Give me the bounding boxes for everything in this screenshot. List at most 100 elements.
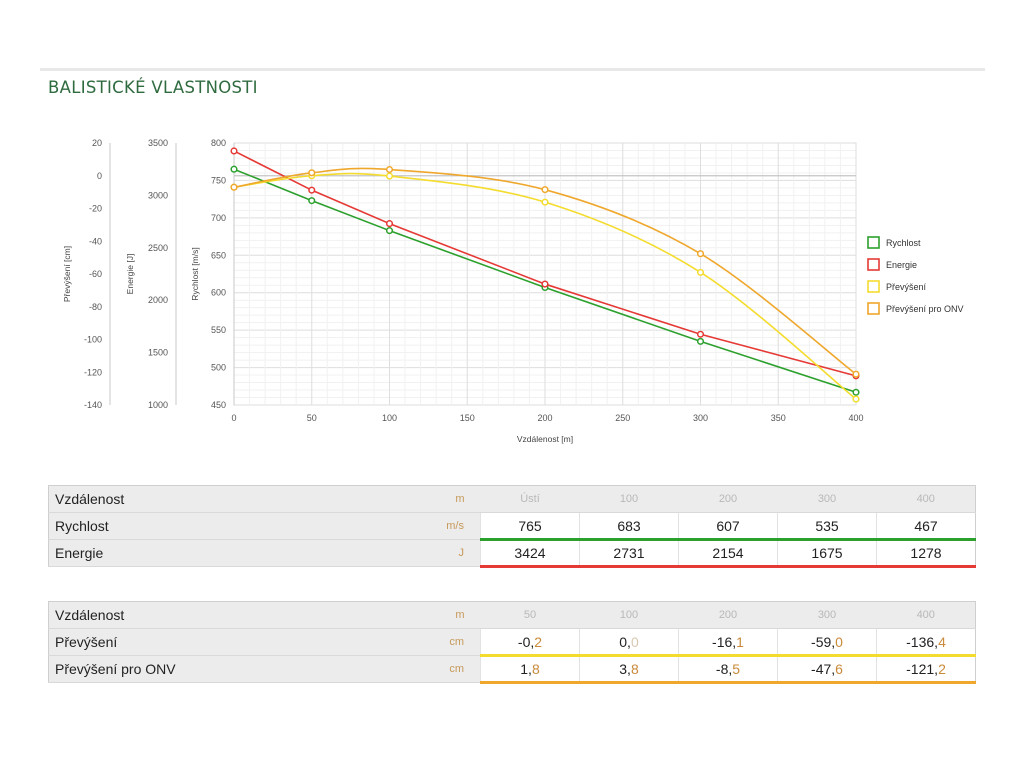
value-dec: 0	[835, 633, 843, 650]
header-col: 50	[480, 601, 580, 629]
y-tick-label: 750	[211, 175, 226, 185]
table-cell: 467	[876, 512, 976, 541]
value-int: -136	[906, 633, 935, 650]
value-int: -121	[906, 661, 935, 677]
data-point-p-ev-en-	[696, 268, 705, 276]
table-cell: 2731	[579, 539, 679, 568]
y-tick-label: -20	[89, 204, 102, 214]
table-cell: -0,2	[480, 628, 580, 657]
y-tick-label: 1000	[148, 400, 168, 410]
value-int: -0	[517, 633, 531, 650]
header-unit: m	[340, 485, 481, 513]
header-col: 400	[876, 601, 976, 629]
y-tick-label: 500	[211, 363, 226, 373]
legend-swatch	[867, 258, 880, 271]
velocity-energy-table: Vzdálenost m Ústí 100 200 300 400 Rychlo…	[48, 485, 976, 568]
x-tick-label: 150	[460, 413, 475, 423]
decimal-separator: ,	[530, 633, 535, 650]
data-point-rychlost	[385, 227, 394, 235]
table-cell: 1,8	[480, 655, 580, 684]
table-cell: -47,6	[777, 655, 877, 684]
row-unit: cm	[340, 655, 481, 683]
header-col: 200	[678, 601, 778, 629]
row-label: Převýšení pro ONV	[48, 655, 341, 683]
legend-label: Převýšení pro ONV	[886, 304, 964, 314]
y-tick-label: -60	[89, 269, 102, 279]
x-axis-title: Vzdálenost [m]	[517, 434, 573, 444]
data-point-p-ev-en-pro-onv	[696, 250, 705, 258]
y-tick-label: 700	[211, 213, 226, 223]
table-header-row: Vzdálenost m Ústí 100 200 300 400	[48, 485, 976, 513]
y-tick-label: 800	[211, 138, 226, 148]
x-tick-label: 0	[231, 413, 236, 423]
header-unit: m	[340, 601, 481, 629]
table-cell: -121,2	[876, 655, 976, 684]
decimal-separator: ,	[627, 661, 631, 677]
table-cell: 0,0	[579, 628, 679, 657]
decimal-separator: ,	[627, 633, 631, 650]
row-label: Energie	[48, 539, 341, 567]
header-col: 200	[678, 485, 778, 513]
table-cell: 1675	[777, 539, 877, 568]
y-tick-label: 2000	[148, 295, 168, 305]
decimal-separator: ,	[528, 661, 532, 677]
data-point-p-ev-en-	[541, 198, 549, 206]
value-int: -8	[715, 661, 729, 677]
decimal-separator: ,	[934, 661, 939, 677]
legend-label: Převýšení	[886, 282, 927, 292]
data-point-p-ev-en-pro-onv	[852, 370, 860, 378]
value-int: 0	[619, 633, 628, 650]
x-tick-label: 400	[848, 413, 863, 423]
x-tick-label: 50	[307, 413, 317, 423]
table-row-energy: Energie J 3424 2731 2154 1675 1278	[48, 539, 976, 568]
decimal-separator: ,	[732, 633, 737, 650]
row-label: Převýšení	[48, 628, 341, 656]
header-label: Vzdálenost	[48, 601, 341, 629]
value-int: -59	[811, 633, 832, 650]
data-point-energie	[230, 147, 238, 155]
table-cell: -16,1	[678, 628, 778, 657]
data-point-p-ev-en-pro-onv	[385, 165, 394, 174]
table-cell: 683	[579, 512, 679, 541]
table-cell: 3,8	[579, 655, 679, 684]
table-cell: 535	[777, 512, 877, 541]
y-tick-label: -100	[84, 335, 102, 345]
value-int: 1	[520, 661, 529, 677]
y-tick-label: 20	[92, 138, 102, 148]
table-cell: 1278	[876, 539, 976, 568]
data-point-energie	[308, 186, 316, 194]
table-cell: 2154	[678, 539, 778, 568]
y-tick-label: 450	[211, 400, 226, 410]
header-label: Vzdálenost	[48, 485, 341, 513]
value-dec: 6	[835, 661, 843, 677]
table-cell: 607	[678, 512, 778, 541]
x-tick-label: 100	[382, 413, 397, 423]
header-col: 400	[876, 485, 976, 513]
data-point-p-ev-en-pro-onv	[541, 186, 549, 194]
y-tick-label: 3000	[148, 190, 168, 200]
y-tick-label: 3500	[148, 138, 168, 148]
decimal-separator: ,	[831, 633, 836, 650]
data-point-p-ev-en-	[385, 172, 394, 180]
row-unit: J	[340, 539, 481, 567]
table-row-velocity: Rychlost m/s 765 683 607 535 467	[48, 512, 976, 541]
data-point-p-ev-en-pro-onv	[230, 183, 238, 191]
data-point-rychlost	[230, 165, 238, 173]
row-unit: cm	[340, 628, 481, 656]
x-tick-label: 300	[693, 413, 708, 423]
legend-label: Rychlost	[886, 238, 921, 248]
header-col: 100	[579, 485, 679, 513]
data-point-energie	[696, 330, 705, 338]
y-tick-label: -120	[84, 367, 102, 377]
value-dec: 1	[736, 633, 744, 650]
y-tick-label: 550	[211, 325, 226, 335]
data-point-rychlost	[308, 197, 316, 205]
value-dec: 4	[938, 633, 946, 650]
value-dec: 2	[938, 661, 946, 677]
table-cell: -136,4	[876, 628, 976, 657]
table-header-row: Vzdálenost m 50 100 200 300 400	[48, 601, 976, 629]
legend-label: Energie	[886, 260, 917, 270]
data-point-p-ev-en-	[852, 395, 860, 403]
table-cell: -59,0	[777, 628, 877, 657]
value-dec: 8	[630, 661, 639, 677]
